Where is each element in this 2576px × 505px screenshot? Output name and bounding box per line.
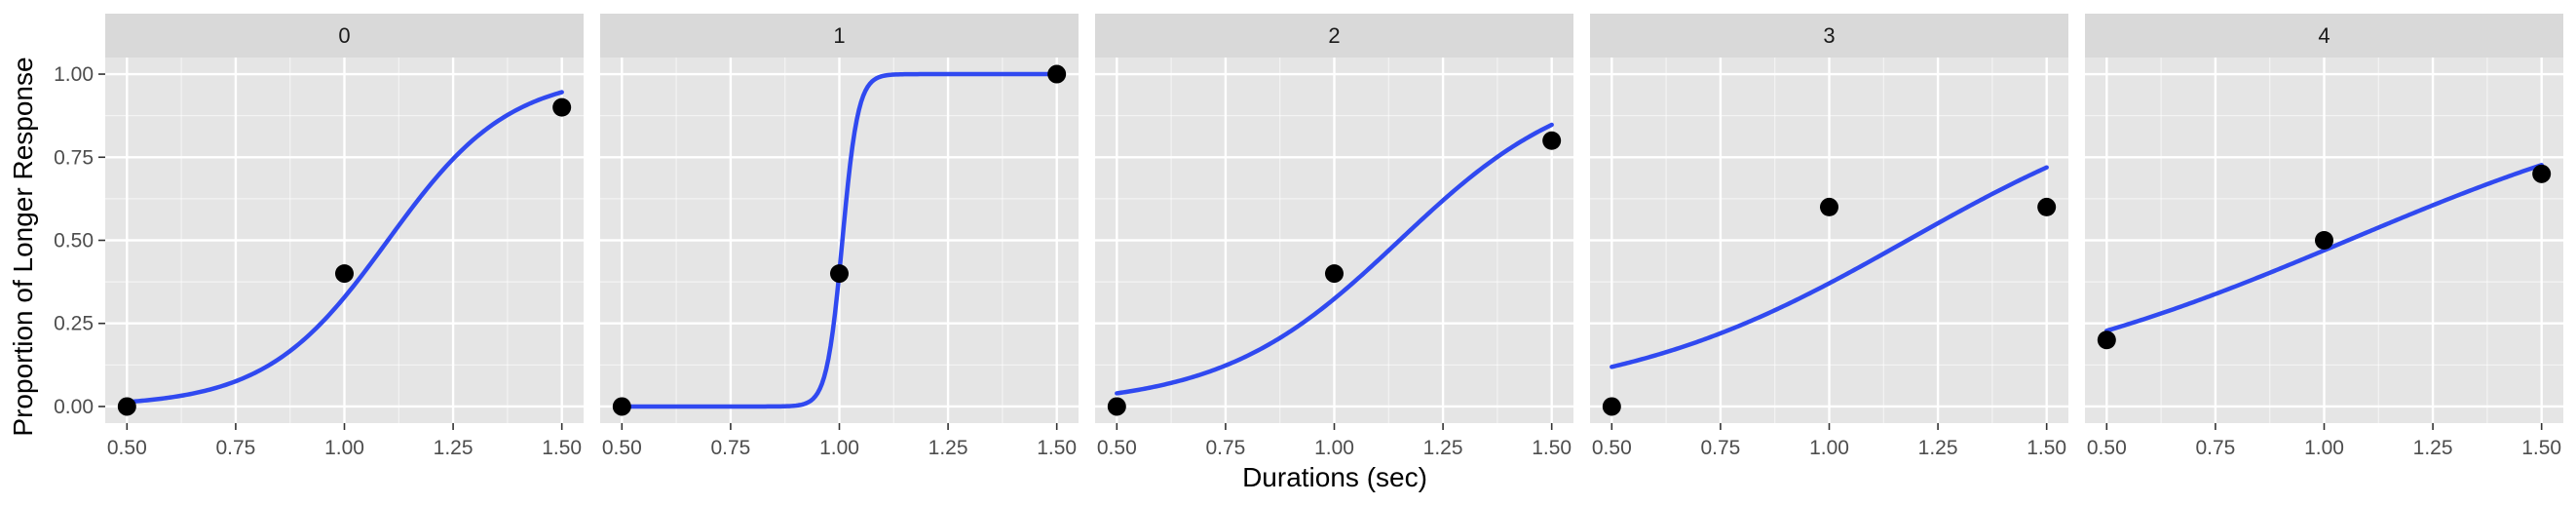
facet-strip bbox=[2085, 14, 2563, 58]
y-tick-label: 0.50 bbox=[54, 230, 94, 252]
x-tick-label: 1.50 bbox=[2027, 437, 2066, 459]
fit-curve bbox=[1610, 165, 2049, 369]
data-point bbox=[1820, 197, 1838, 216]
facet-panel-2: 2 0.50 0.75 1.00 1.25 1.50 bbox=[1095, 14, 1573, 459]
data-point bbox=[2315, 231, 2333, 250]
x-tick-label: 1.25 bbox=[2413, 437, 2453, 459]
fit-curve bbox=[125, 90, 564, 405]
fit-curve bbox=[2104, 162, 2544, 333]
x-tick-label: 1.00 bbox=[324, 437, 364, 459]
facet-strip bbox=[1095, 14, 1573, 58]
x-tick-label: 0.50 bbox=[602, 437, 642, 459]
x-tick-label: 0.50 bbox=[1592, 437, 1632, 459]
facet-panel-0: 0 0.50 0.75 1.00 1.25 1.50 0.00 0.25 0.50 0.75 1.0… bbox=[54, 14, 584, 459]
facet-label: 0 bbox=[338, 23, 350, 48]
x-tick-label: 1.50 bbox=[542, 437, 582, 459]
x-tick-label: 0.75 bbox=[2195, 437, 2235, 459]
x-tick-label: 1.25 bbox=[1423, 437, 1463, 459]
x-tick-label: 0.50 bbox=[2087, 437, 2127, 459]
x-tick-label: 0.50 bbox=[1097, 437, 1137, 459]
x-tick-label: 0.75 bbox=[215, 437, 255, 459]
y-tick-label: 0.25 bbox=[54, 313, 94, 335]
data-point bbox=[1542, 131, 1562, 150]
x-tick-label: 1.50 bbox=[1532, 437, 1572, 459]
data-point bbox=[2532, 164, 2552, 183]
data-point bbox=[117, 397, 136, 416]
facet-panel-3: 3 0.50 0.75 1.00 1.25 1.50 bbox=[1590, 14, 2068, 459]
x-tick-label: 1.00 bbox=[1314, 437, 1354, 459]
y-tick-label: 0.75 bbox=[54, 146, 94, 169]
x-tick-label: 0.75 bbox=[1700, 437, 1740, 459]
x-tick-label: 1.50 bbox=[1037, 437, 1077, 459]
facet-strip bbox=[600, 14, 1079, 58]
x-tick-label: 1.25 bbox=[434, 437, 474, 459]
facet-label: 2 bbox=[1328, 23, 1340, 48]
y-tick-label: 0.00 bbox=[54, 396, 94, 418]
facet-strip bbox=[1590, 14, 2068, 58]
data-point bbox=[335, 264, 354, 284]
facet-panel-1: 1 0.50 0.75 1.00 1.25 1.50 bbox=[600, 14, 1079, 459]
data-point bbox=[1107, 397, 1126, 416]
data-point bbox=[552, 97, 572, 117]
facet-panel-4: 4 0.50 0.75 1.00 1.25 1.50 bbox=[2085, 14, 2563, 459]
x-tick-label: 1.00 bbox=[1809, 437, 1849, 459]
x-tick-label: 0.50 bbox=[107, 437, 147, 459]
data-point bbox=[1047, 64, 1067, 84]
x-tick-label: 1.00 bbox=[2304, 437, 2344, 459]
y-tick-label: 1.00 bbox=[54, 63, 94, 86]
data-point bbox=[2097, 330, 2116, 350]
data-point bbox=[1325, 264, 1344, 284]
data-point bbox=[612, 397, 631, 416]
facet-label: 1 bbox=[833, 23, 845, 48]
x-tick-label: 1.25 bbox=[928, 437, 968, 459]
x-tick-label: 1.00 bbox=[819, 437, 859, 459]
x-tick-label: 0.75 bbox=[1205, 437, 1245, 459]
facet-label: 3 bbox=[1823, 23, 1835, 48]
x-tick-label: 0.75 bbox=[710, 437, 750, 459]
data-point bbox=[1602, 397, 1621, 416]
data-point bbox=[830, 264, 849, 284]
fit-curve bbox=[1115, 122, 1554, 396]
facet-label: 4 bbox=[2318, 23, 2330, 48]
data-point bbox=[2037, 197, 2057, 216]
y-axis-title: Proportion of Longer Response bbox=[8, 57, 38, 436]
x-tick-label: 1.50 bbox=[2521, 437, 2561, 459]
facet-strip bbox=[105, 14, 584, 58]
x-axis-title: Durations (sec) bbox=[1242, 462, 1427, 492]
x-tick-label: 1.25 bbox=[1918, 437, 1958, 459]
